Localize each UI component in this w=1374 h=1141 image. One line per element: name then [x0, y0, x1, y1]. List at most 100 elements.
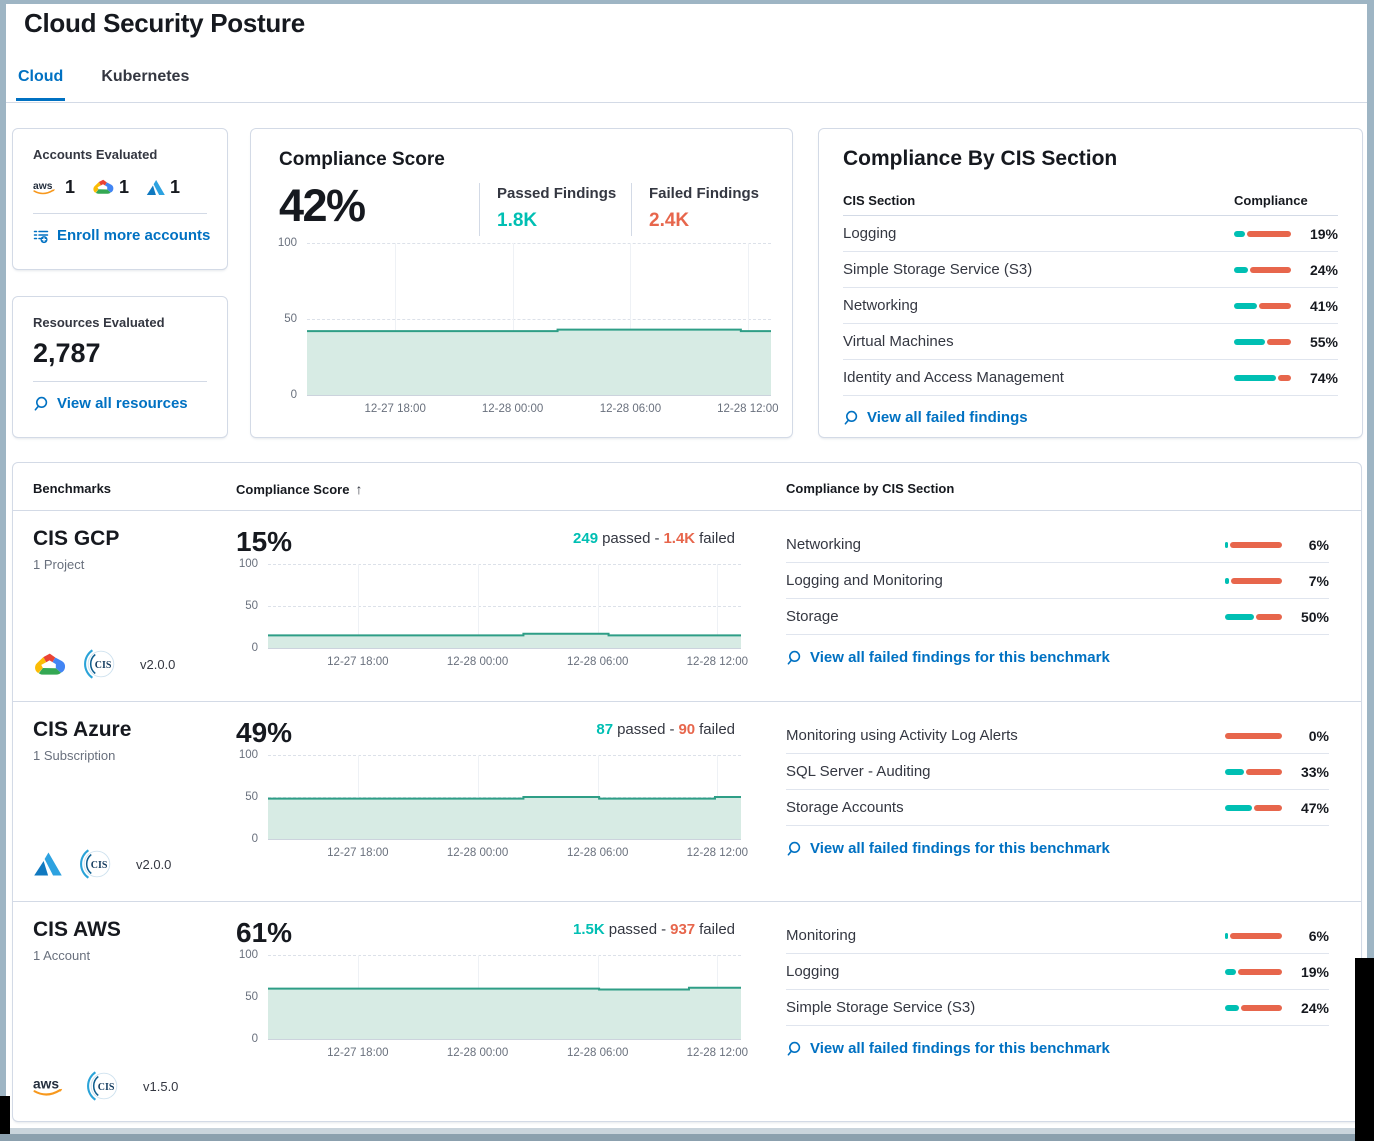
window-frame-bottom-light — [0, 1128, 1374, 1134]
sort-ascending-icon: ↑ — [355, 481, 363, 497]
window-frame-left — [0, 0, 6, 1141]
passed-failed-summary: 87 passed - 90 failed — [596, 721, 735, 738]
aws-icon: aws — [33, 1076, 63, 1096]
benchmarks-table-header: Benchmarks Compliance Score ↑ Compliance… — [13, 463, 1361, 511]
benchmark-scope: 1 Subscription — [33, 748, 116, 763]
compliance-bar — [1234, 230, 1291, 237]
gcp-icon — [93, 179, 114, 194]
tab-bar: Cloud Kubernetes — [16, 68, 191, 101]
resources-count: 2,787 — [33, 338, 101, 368]
benchmark-trend-chart: 0 50 100 12-27 18:00 12-28 00:00 12-28 06:00 1… — [238, 749, 749, 860]
compliance-bar — [1225, 732, 1282, 739]
compliance-bar — [1234, 302, 1291, 309]
compliance-bar — [1225, 541, 1282, 548]
list-add-icon — [33, 230, 49, 243]
benchmarks-column-header: Benchmarks — [33, 481, 112, 496]
table-row: Simple Storage Service (S3) 24% — [843, 252, 1338, 288]
window-frame-bottom-dark — [0, 1134, 1374, 1141]
table-row: Simple Storage Service (S3) 24% — [786, 990, 1329, 1026]
page-title: Cloud Security Posture — [24, 8, 305, 38]
tab-cloud[interactable]: Cloud — [16, 68, 66, 101]
benchmark-row-cis-azure: CIS Azure 1 Subscription CIS v2.0.0 — [13, 701, 1361, 901]
benchmark-version: v2.0.0 — [140, 656, 176, 672]
compliance-score-title: Compliance Score — [279, 149, 445, 170]
window-frame-right — [1367, 0, 1374, 1141]
table-row: Networking 6% — [786, 527, 1329, 563]
accounts-evaluated-card: Accounts Evaluated aws 1 1 — [12, 128, 228, 270]
benchmark-trend-chart: 0 50 100 12-27 18:00 12-28 00:00 12-28 06:00 1… — [238, 558, 749, 669]
compliance-score-trend-chart: 0 50 100 12-27 18:00 12-28 00:00 12-28 06:00 1… — [277, 237, 779, 415]
resources-evaluated-title: Resources Evaluated — [33, 315, 165, 330]
table-row: Monitoring using Activity Log Alerts 0% — [786, 718, 1329, 754]
view-failed-findings-benchmark-link[interactable]: View all failed findings for this benchm… — [786, 1040, 1329, 1057]
failed-findings: Failed Findings 2.4K — [631, 183, 759, 236]
table-row: Identity and Access Management 74% — [843, 360, 1338, 396]
azure-icon — [146, 179, 165, 195]
benchmark-logos: aws CIS v1.5.0 — [33, 1067, 236, 1105]
benchmark-trend-chart: 0 50 100 12-27 18:00 12-28 00:00 12-28 06:00 1… — [238, 949, 749, 1060]
view-failed-findings-benchmark-link[interactable]: View all failed findings for this benchm… — [786, 840, 1329, 857]
compliance-bar — [1225, 932, 1282, 939]
table-row: Monitoring 6% — [786, 918, 1329, 954]
benchmark-logos: CIS v2.0.0 — [33, 845, 236, 883]
score-summary: 42% Passed Findings 1.8K Failed Findings… — [279, 183, 764, 236]
benchmark-score: 61% — [236, 917, 293, 948]
compliance-score-column-header[interactable]: Compliance Score ↑ — [236, 481, 363, 497]
tab-kubernetes[interactable]: Kubernetes — [101, 68, 190, 85]
table-row: Logging 19% — [786, 954, 1329, 990]
benchmark-name: CIS GCP — [33, 527, 120, 550]
card-divider — [33, 381, 207, 382]
view-all-resources-link[interactable]: View all resources — [33, 395, 207, 412]
benchmark-scope: 1 Account — [33, 948, 91, 963]
benchmarks-table-card: Benchmarks Compliance Score ↑ Compliance… — [12, 462, 1362, 1122]
cis-table-header: CIS Section Compliance — [843, 185, 1338, 216]
compliance-bar — [1225, 968, 1282, 975]
benchmark-row-cis-gcp: CIS GCP 1 Project CIS v2.0 — [13, 511, 1361, 701]
compliance-bar — [1225, 613, 1282, 620]
compliance-bar — [1234, 338, 1291, 345]
benchmark-score: 15% — [236, 526, 293, 557]
provider-counts: aws 1 1 1 — [33, 174, 207, 200]
gcp-icon — [35, 653, 66, 675]
svg-text:aws: aws — [33, 181, 53, 192]
compliance-score-value: 42% — [279, 180, 366, 231]
tab-bar-divider — [0, 102, 1374, 103]
passed-failed-summary: 1.5K passed - 937 failed — [573, 921, 735, 938]
compliance-bar — [1225, 577, 1282, 584]
cis-sections-column-header: Compliance by CIS Section — [786, 481, 955, 496]
view-failed-findings-benchmark-link[interactable]: View all failed findings for this benchm… — [786, 649, 1329, 666]
compliance-score-card: Compliance Score 42% Passed Findings 1.8… — [250, 128, 793, 438]
azure-icon — [34, 852, 62, 876]
search-icon — [787, 1041, 801, 1056]
compliance-bar — [1225, 1004, 1282, 1011]
table-row: Networking 41% — [843, 288, 1338, 324]
view-all-failed-findings-link[interactable]: View all failed findings — [843, 409, 1338, 426]
passed-findings: Passed Findings 1.8K — [479, 183, 631, 236]
svg-text:CIS: CIS — [95, 660, 112, 671]
passed-findings-value: 1.8K — [497, 210, 538, 231]
benchmark-score: 49% — [236, 717, 293, 748]
benchmark-name: CIS Azure — [33, 718, 132, 741]
accounts-evaluated-title: Accounts Evaluated — [33, 147, 158, 162]
compliance-by-cis-section-card: Compliance By CIS Section CIS Section Co… — [818, 128, 1363, 438]
svg-text:aws: aws — [33, 1076, 59, 1091]
benchmark-row-cis-aws: CIS AWS 1 Account aws CIS v1.5.0 — [13, 901, 1361, 1123]
svg-text:CIS: CIS — [91, 860, 108, 871]
cis-logo-icon: CIS — [87, 1071, 118, 1101]
table-row: Storage Accounts 47% — [786, 790, 1329, 826]
cis-section-table: CIS Section Compliance Logging 19% Simpl… — [843, 185, 1338, 396]
table-row: Virtual Machines 55% — [843, 324, 1338, 360]
cis-section-column-header: CIS Section — [843, 192, 916, 208]
aws-account-count: aws 1 — [33, 176, 76, 197]
benchmark-logos: CIS v2.0.0 — [33, 645, 236, 683]
failed-findings-value: 2.4K — [649, 210, 690, 231]
table-row: Storage 50% — [786, 599, 1329, 635]
window-frame-top — [0, 0, 1374, 4]
resources-evaluated-card: Resources Evaluated 2,787 View all resou… — [12, 296, 228, 438]
cis-logo-icon: CIS — [80, 849, 111, 879]
aws-icon: aws — [33, 181, 55, 194]
enroll-more-accounts-link[interactable]: Enroll more accounts — [33, 227, 210, 244]
cis-card-title: Compliance By CIS Section — [843, 147, 1118, 170]
svg-text:CIS: CIS — [98, 1082, 115, 1093]
